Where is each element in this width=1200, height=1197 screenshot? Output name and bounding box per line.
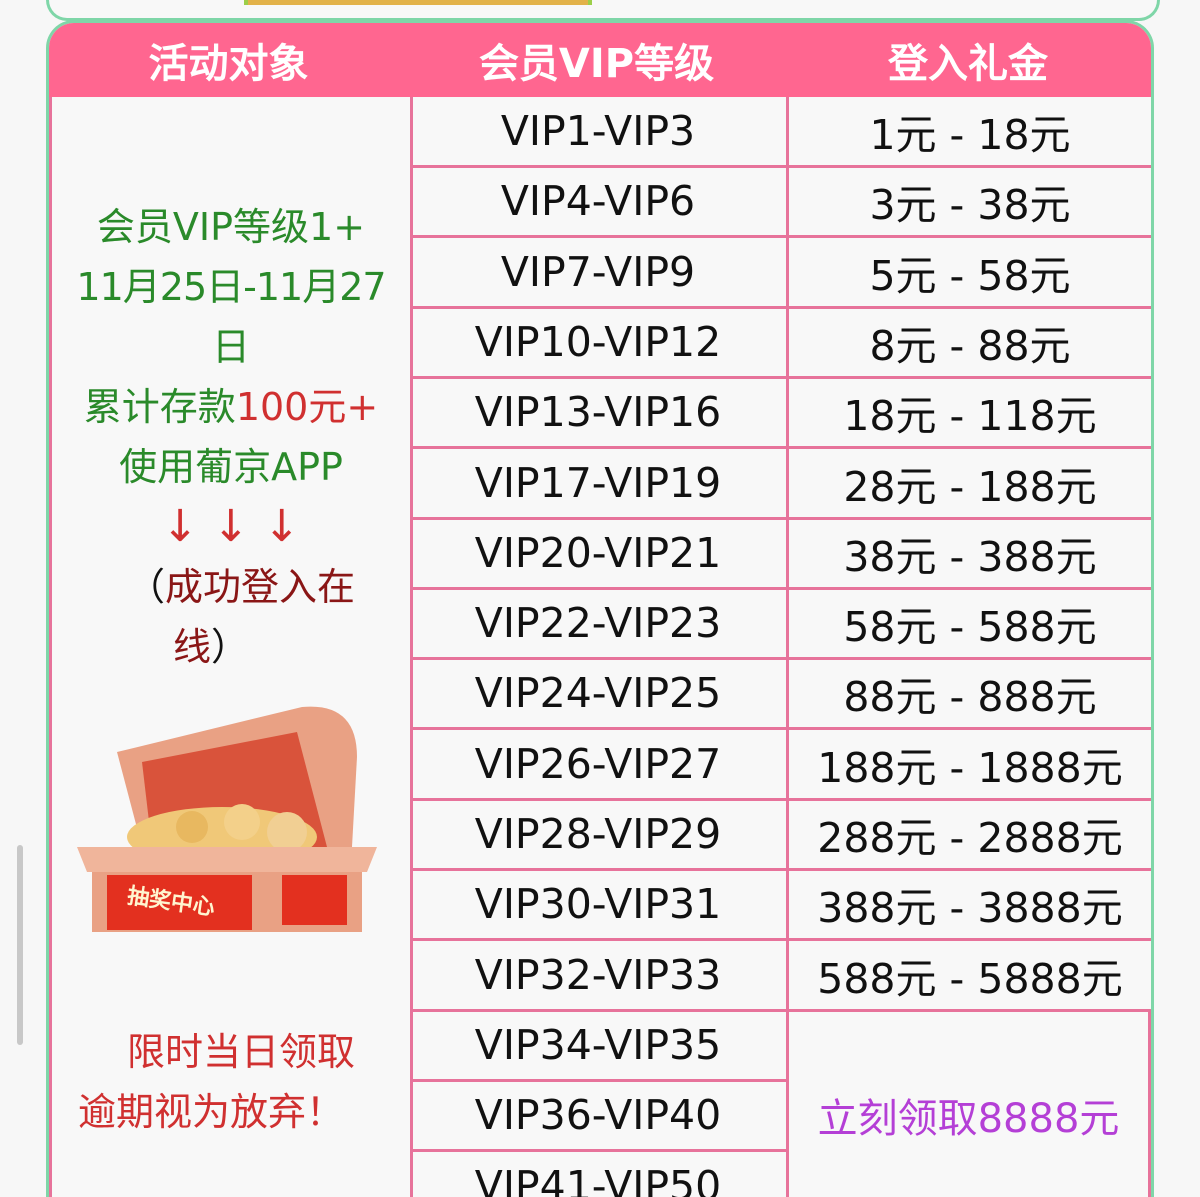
table-row: VIP28-VIP29 288元 - 2888元 xyxy=(410,800,1151,871)
table-row: VIP34-VIP35 xyxy=(410,1010,789,1082)
vip-rows: VIP1-VIP3 1元 - 18元 VIP4-VIP6 3元 - 38元 VIP7-V… xyxy=(410,97,1151,1197)
treasure-chest-image: 抽奖中心 xyxy=(72,697,382,937)
vip-level-cell: VIP41-VIP50 xyxy=(410,1151,789,1197)
login-note-line2: 线） xyxy=(52,617,410,677)
login-bonus-cell: 88元 - 888元 xyxy=(789,659,1151,727)
vip-level-cell: VIP20-VIP21 xyxy=(410,518,789,587)
vip-requirement: 会员VIP等级1+ xyxy=(96,205,366,249)
header-vip-level: 会员VIP等级 xyxy=(478,41,715,87)
app-requirement: 使用葡京APP xyxy=(119,445,343,489)
down-arrows-icon: ↓ ↓ ↓ xyxy=(161,501,301,552)
login-bonus-cell: 188元 - 1888元 xyxy=(789,730,1151,798)
login-bonus-cell: 38元 - 388元 xyxy=(789,519,1151,587)
vip-bonus-table: 活动对象 会员VIP等级 登入礼金 会员VIP等级1+ 11月25日-11月27… xyxy=(46,20,1154,1197)
table-row: VIP32-VIP33 588元 - 5888元 xyxy=(410,940,1151,1012)
login-bonus-cell: 58元 - 588元 xyxy=(789,589,1151,657)
login-bonus-cell: 588元 - 5888元 xyxy=(789,941,1151,1009)
login-bonus-cell: 1元 - 18元 xyxy=(789,97,1151,165)
table-row: VIP26-VIP27 188元 - 1888元 xyxy=(410,729,1151,801)
table-row: VIP36-VIP40 xyxy=(410,1081,789,1153)
date-range-end: 日 xyxy=(211,325,250,369)
vip-level-cell: VIP4-VIP6 xyxy=(410,167,789,236)
paren-open: （ xyxy=(126,565,165,609)
merged-bonus-cell: 立刻领取8888元 xyxy=(789,1010,1151,1197)
deposit-amount: 100元+ xyxy=(235,385,379,429)
login-bonus-cell: 5元 - 58元 xyxy=(789,238,1151,306)
vip-level-cell: VIP1-VIP3 xyxy=(410,97,789,165)
login-bonus-cell: 3元 - 38元 xyxy=(789,167,1151,235)
login-bonus-cell: 8元 - 88元 xyxy=(789,308,1151,376)
vip-level-cell: VIP7-VIP9 xyxy=(410,237,789,306)
login-note-line1: （成功登入在 xyxy=(52,557,410,617)
vip-level-cell: VIP32-VIP33 xyxy=(410,940,789,1009)
login-note-text2: 线 xyxy=(172,625,211,669)
table-row: VIP17-VIP19 28元 - 188元 xyxy=(410,448,1151,520)
activity-target-cell: 会员VIP等级1+ 11月25日-11月27 日 累计存款100元+ 使用葡京A… xyxy=(49,97,413,1197)
deposit-requirement: 累计存款100元+ xyxy=(52,377,410,437)
date-range: 11月25日-11月27 xyxy=(76,265,386,309)
vip-level-cell: VIP34-VIP35 xyxy=(410,1010,789,1079)
vip-level-cell: VIP24-VIP25 xyxy=(410,659,789,728)
vip-level-cell: VIP10-VIP12 xyxy=(410,307,789,376)
table-row: VIP22-VIP23 58元 - 588元 xyxy=(410,589,1151,661)
vip-level-cell: VIP22-VIP23 xyxy=(410,589,789,658)
deposit-label: 累计存款 xyxy=(83,385,236,429)
table-row: VIP4-VIP6 3元 - 38元 xyxy=(410,167,1151,239)
table-row: VIP24-VIP25 88元 - 888元 xyxy=(410,659,1151,731)
table-row: VIP7-VIP9 5元 - 58元 xyxy=(410,237,1151,309)
login-note-text1: 成功登入在 xyxy=(165,565,356,609)
vip-level-cell: VIP13-VIP16 xyxy=(410,378,789,447)
table-row: VIP13-VIP16 18元 - 118元 xyxy=(410,378,1151,450)
table-row: VIP30-VIP31 388元 - 3888元 xyxy=(410,870,1151,942)
paren-close: ） xyxy=(211,625,250,669)
vip-level-cell: VIP28-VIP29 xyxy=(410,800,789,868)
top-card xyxy=(46,0,1160,21)
table-row: VIP20-VIP21 38元 - 388元 xyxy=(410,518,1151,590)
notice-limited-time: 限时当日领取 xyxy=(126,1030,355,1074)
vip-level-cell: VIP17-VIP19 xyxy=(410,448,789,517)
vip-level-cell: VIP36-VIP40 xyxy=(410,1081,789,1150)
table-row: VIP41-VIP50 xyxy=(410,1151,789,1197)
header-login-bonus: 登入礼金 xyxy=(888,41,1048,87)
vip-level-cell: VIP30-VIP31 xyxy=(410,870,789,939)
table-row: VIP1-VIP3 1元 - 18元 xyxy=(410,97,1151,168)
scrollbar[interactable] xyxy=(17,845,23,1045)
notice-expiry: 逾期视为放弃！ xyxy=(77,1090,344,1134)
login-bonus-cell: 28元 - 188元 xyxy=(789,449,1151,517)
login-bonus-cell: 18元 - 118元 xyxy=(789,378,1151,446)
table-row: VIP10-VIP12 8元 - 88元 xyxy=(410,307,1151,379)
login-bonus-cell: 388元 - 3888元 xyxy=(789,870,1151,938)
top-progress-bar xyxy=(244,0,592,5)
login-bonus-cell: 288元 - 2888元 xyxy=(789,800,1151,868)
header-target: 活动对象 xyxy=(148,41,309,87)
vip-level-cell: VIP26-VIP27 xyxy=(410,729,789,798)
table-header: 活动对象 会员VIP等级 登入礼金 xyxy=(49,23,1151,97)
